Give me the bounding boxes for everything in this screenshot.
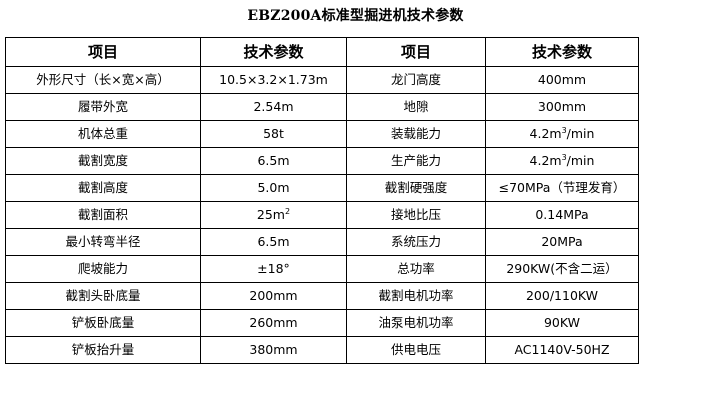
- page-title: EBZ200A标准型掘进机技术参数: [247, 8, 464, 24]
- cell-item-right: 装载能力: [346, 120, 486, 148]
- spec-table: 项目 技术参数 项目 技术参数 外形尺寸（长×宽×高） 10.5×3.2×1.73…: [5, 37, 639, 364]
- cell-value-right: 90KW: [485, 309, 639, 337]
- cell-value-right: 4.2m3/min: [485, 120, 639, 148]
- cell-item-right: 生产能力: [346, 147, 486, 175]
- cell-value-right: ≤70MPa（节理发育）: [485, 174, 639, 202]
- table-row: 铲板卧底量 260mm 油泵电机功率 90KW: [5, 309, 639, 337]
- table-header: 项目 技术参数 项目 技术参数: [5, 37, 639, 67]
- table-row: 外形尺寸（长×宽×高） 10.5×3.2×1.73m 龙门高度 400mm: [5, 66, 639, 94]
- table-row: 截割宽度 6.5m 生产能力 4.2m3/min: [5, 147, 639, 175]
- table-row: 截割面积 25m2 接地比压 0.14MPa: [5, 201, 639, 229]
- table-row: 履带外宽 2.54m 地隙 300mm: [5, 93, 639, 121]
- cell-item-left: 最小转弯半径: [5, 228, 201, 256]
- cell-value-left: 2.54m: [200, 93, 347, 121]
- cell-item-right: 系统压力: [346, 228, 486, 256]
- table-body: 外形尺寸（长×宽×高） 10.5×3.2×1.73m 龙门高度 400mm 履带外宽 2.…: [5, 66, 639, 364]
- cell-item-left: 截割高度: [5, 174, 201, 202]
- table-row: 铲板抬升量 380mm 供电电压 AC1140V-50HZ: [5, 336, 639, 364]
- cell-value-left: 6.5m: [200, 228, 347, 256]
- cell-item-left: 爬坡能力: [5, 255, 201, 283]
- cell-value-right: 290KW(不含二运）: [485, 255, 639, 283]
- cell-item-right: 油泵电机功率: [346, 309, 486, 337]
- cell-item-left: 铲板抬升量: [5, 336, 201, 364]
- cell-item-left: 外形尺寸（长×宽×高）: [5, 66, 201, 94]
- cell-value-left: 5.0m: [200, 174, 347, 202]
- cell-item-right: 截割硬强度: [346, 174, 486, 202]
- cell-value-right: 300mm: [485, 93, 639, 121]
- cell-item-left: 截割头卧底量: [5, 282, 201, 310]
- table-row: 截割高度 5.0m 截割硬强度 ≤70MPa（节理发育）: [5, 174, 639, 202]
- cell-value-left: 380mm: [200, 336, 347, 364]
- spec-table-container: 项目 技术参数 项目 技术参数 外形尺寸（长×宽×高） 10.5×3.2×1.73…: [5, 37, 639, 364]
- table-header-row: 项目 技术参数 项目 技术参数: [5, 37, 639, 67]
- cell-item-left: 履带外宽: [5, 93, 201, 121]
- cell-value-left: 10.5×3.2×1.73m: [200, 66, 347, 94]
- cell-value-right: 4.2m3/min: [485, 147, 639, 175]
- column-header-item-right: 项目: [346, 37, 486, 67]
- cell-item-left: 铲板卧底量: [5, 309, 201, 337]
- cell-value-left: 6.5m: [200, 147, 347, 175]
- table-row: 机体总重 58t 装载能力 4.2m3/min: [5, 120, 639, 148]
- cell-value-right: 200/110KW: [485, 282, 639, 310]
- cell-item-right: 地隙: [346, 93, 486, 121]
- cell-value-left: 200mm: [200, 282, 347, 310]
- superscript: 3: [561, 152, 567, 162]
- table-row: 最小转弯半径 6.5m 系统压力 20MPa: [5, 228, 639, 256]
- cell-item-right: 截割电机功率: [346, 282, 486, 310]
- cell-item-right: 供电电压: [346, 336, 486, 364]
- table-row: 截割头卧底量 200mm 截割电机功率 200/110KW: [5, 282, 639, 310]
- cell-item-right: 总功率: [346, 255, 486, 283]
- table-row: 爬坡能力 ±18° 总功率 290KW(不含二运）: [5, 255, 639, 283]
- superscript: 3: [561, 125, 567, 135]
- cell-value-right: 20MPa: [485, 228, 639, 256]
- cell-item-left: 截割宽度: [5, 147, 201, 175]
- cell-value-right: AC1140V-50HZ: [485, 336, 639, 364]
- cell-value-right: 400mm: [485, 66, 639, 94]
- cell-value-left: 260mm: [200, 309, 347, 337]
- cell-value-left: ±18°: [200, 255, 347, 283]
- cell-value-right: 0.14MPa: [485, 201, 639, 229]
- cell-item-left: 截割面积: [5, 201, 201, 229]
- cell-item-right: 接地比压: [346, 201, 486, 229]
- column-header-item-left: 项目: [5, 37, 201, 67]
- superscript: 2: [285, 206, 291, 216]
- cell-value-left: 58t: [200, 120, 347, 148]
- cell-item-left: 机体总重: [5, 120, 201, 148]
- column-header-value-left: 技术参数: [200, 37, 347, 67]
- cell-value-left: 25m2: [200, 201, 347, 229]
- column-header-value-right: 技术参数: [485, 37, 639, 67]
- cell-item-right: 龙门高度: [346, 66, 486, 94]
